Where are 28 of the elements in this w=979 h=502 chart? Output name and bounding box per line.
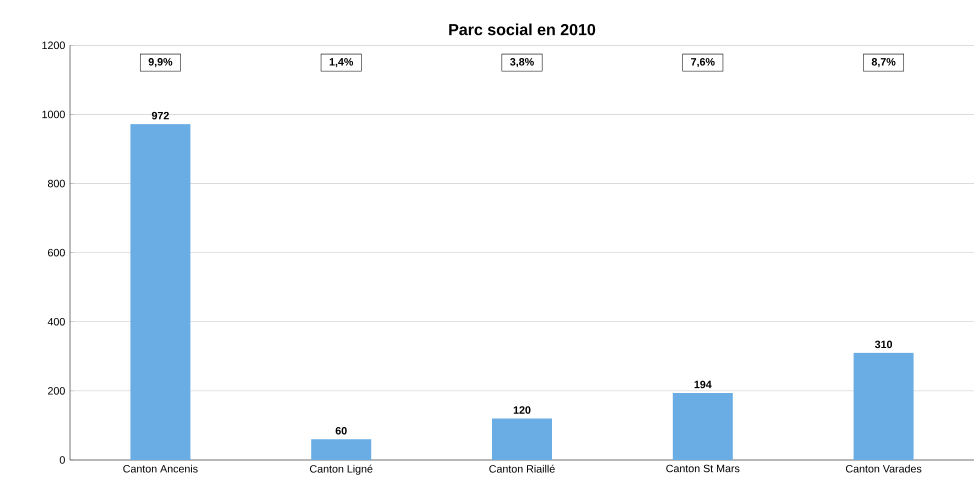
data-label: 194 — [694, 380, 712, 388]
bar — [854, 352, 914, 460]
annotation: 3,8% — [510, 58, 534, 68]
y-tick-label: 200 — [48, 387, 65, 395]
x-tick-label: Canton Riaillé — [489, 464, 555, 473]
x-tick-label: Canton St Mars — [666, 464, 740, 472]
annotation: 9,9% — [148, 58, 172, 68]
y-tick-label: 800 — [48, 180, 65, 188]
data-label: 60 — [336, 426, 347, 435]
bar — [311, 439, 372, 460]
y-tick-label: 1200 — [42, 42, 65, 50]
annotation: 7,6% — [691, 58, 715, 68]
y-tick-label: 0 — [60, 456, 65, 464]
bar — [492, 418, 552, 460]
y-tick-label: 600 — [48, 248, 65, 256]
data-label: 310 — [874, 340, 892, 348]
data-label: 972 — [152, 112, 169, 120]
chart-title: Parc social en 2010 — [449, 24, 596, 36]
y-tick-label: 1000 — [42, 110, 65, 118]
annotation: 1,4% — [330, 58, 354, 68]
x-tick-label: Canton Ligné — [310, 464, 372, 475]
data-label: 120 — [514, 406, 530, 414]
x-tick-label: Canton Varades — [846, 464, 922, 473]
annotation: 8,7% — [872, 58, 896, 68]
bar — [672, 392, 733, 460]
bar — [130, 124, 190, 460]
y-tick-label: 400 — [48, 318, 65, 326]
x-tick-label: Canton Ancenis — [123, 464, 198, 473]
